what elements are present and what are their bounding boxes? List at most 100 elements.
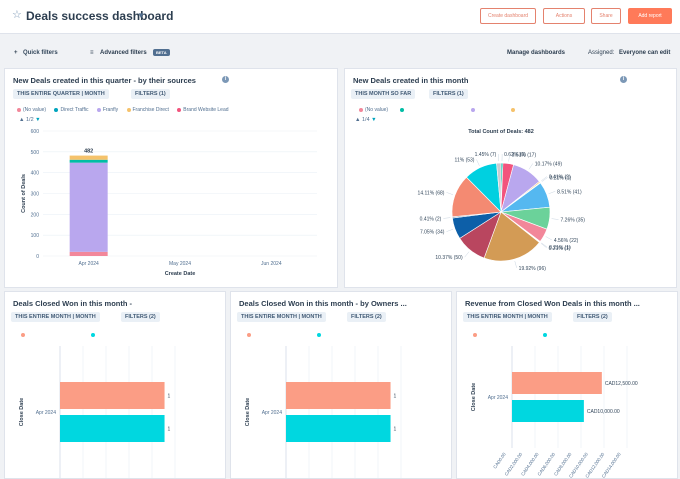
filters-pill[interactable]: FILTERS (2) xyxy=(347,312,386,322)
legend-item: Direct Traffic xyxy=(54,107,88,113)
legend-label: Franchise Direct xyxy=(132,107,169,113)
legend-label: Brand Website Lead xyxy=(183,107,229,113)
pager-down-icon: ▼ xyxy=(371,117,377,123)
pie-leader-line xyxy=(508,154,510,162)
date-range-pill[interactable]: THIS ENTIRE MONTH | MONTH xyxy=(11,312,100,322)
y-tick-label: 400 xyxy=(31,171,40,177)
bar-segment xyxy=(69,155,108,160)
date-range-pill[interactable]: THIS MONTH SO FAR xyxy=(351,89,416,99)
actions-button[interactable]: Actions xyxy=(543,8,585,24)
chevron-down-icon[interactable]: ▼ xyxy=(137,11,145,20)
y-tick-label: Apr 2024 xyxy=(262,410,283,416)
assigned-label: Assigned: xyxy=(588,50,615,56)
bar-value-label: CAD12,500.00 xyxy=(605,381,638,387)
legend-item xyxy=(470,107,477,113)
date-range-pill[interactable]: THIS ENTIRE QUARTER | MONTH xyxy=(13,89,109,99)
pie-chart: Total Count of Deals: 482 0.62% (3)3.53% … xyxy=(418,129,586,272)
legend-item: (No value) xyxy=(359,107,388,113)
legend-pager[interactable]: ▲ 1/2 ▼ xyxy=(19,117,41,123)
report-card-revenue-closed-won: Revenue from Closed Won Deals in this mo… xyxy=(456,291,678,479)
add-report-button[interactable]: Add report xyxy=(628,8,672,24)
filters-pill[interactable]: FILTERS (2) xyxy=(121,312,160,322)
legend-label: (No value) xyxy=(365,107,389,113)
pie-data-label: 0.41% (2) xyxy=(420,216,442,222)
horizontal-bar-chart: Apr 2024 Close Date 1 1 xyxy=(245,333,402,478)
filters-pill[interactable]: FILTERS (1) xyxy=(429,89,468,99)
card-title[interactable]: Deals Closed Won in this month - xyxy=(13,299,133,308)
bar-value-label: 1 xyxy=(168,427,171,433)
y-tick-label: Apr 2024 xyxy=(488,395,509,401)
manage-dashboards-link[interactable]: Manage dashboards xyxy=(507,50,566,56)
quick-filters-link[interactable]: Quick filters xyxy=(23,50,58,56)
legend-item: Franchise Direct xyxy=(126,107,169,113)
top-bar: ☆ Deals success dashboard ▼ Create dashb… xyxy=(0,0,680,34)
filters-pill[interactable]: FILTERS (2) xyxy=(573,312,612,322)
pie-data-label: 7.05% (34) xyxy=(420,230,445,236)
advanced-filters-link[interactable]: Advanced filters xyxy=(100,50,147,56)
legend-item xyxy=(400,107,406,113)
y-tick-label: 300 xyxy=(31,192,40,198)
pie-data-label: 7.26% (35) xyxy=(561,218,586,224)
bar-segment xyxy=(69,159,108,163)
favorite-star-icon[interactable]: ☆ xyxy=(12,9,22,21)
dashboard-title[interactable]: Deals success dashboard xyxy=(26,9,174,23)
pager-up-icon: ▲ xyxy=(355,117,361,123)
pie-data-label: 0.21% (1) xyxy=(549,246,571,252)
bar-value-label: CAD10,000.00 xyxy=(587,409,620,415)
legend-item: (No value) xyxy=(17,107,46,113)
card-title[interactable]: New Deals created in this quarter - by t… xyxy=(13,76,196,85)
pie-data-label: 0.21% (1) xyxy=(550,175,572,181)
date-range-pill[interactable]: THIS ENTIRE MONTH | MONTH xyxy=(237,312,326,322)
pie-slice xyxy=(483,211,540,262)
pie-slice xyxy=(496,162,502,213)
pager-up-icon: ▲ xyxy=(19,117,25,123)
advanced-filters-icon[interactable]: ≡ xyxy=(90,50,94,56)
pie-leader-line xyxy=(540,243,547,248)
legend-pager[interactable]: ▲ 1/4 ▼ xyxy=(355,117,377,123)
card-title[interactable]: New Deals created in this month xyxy=(353,76,469,85)
legend-label: Direct Traffic xyxy=(60,107,89,113)
card-title[interactable]: Revenue from Closed Won Deals in this mo… xyxy=(465,299,640,308)
pie-leader-line xyxy=(541,242,548,248)
stacked-bar-chart: 0 100 200 300 400 500 600 Apr 2024 482 May 2024 Ju… xyxy=(21,129,317,277)
info-icon[interactable]: i xyxy=(222,76,229,83)
legend-swatch xyxy=(473,333,477,337)
create-dashboard-button[interactable]: Create dashboard xyxy=(480,8,536,24)
pie-leader-line xyxy=(464,251,470,258)
filters-pill[interactable]: FILTERS (1) xyxy=(131,89,170,99)
info-icon[interactable]: i xyxy=(620,76,627,83)
card-title[interactable]: Deals Closed Won in this month - by Owne… xyxy=(239,299,407,308)
pie-data-label: 0.62% (3) xyxy=(504,152,526,158)
pie-title: Total Count of Deals: 482 xyxy=(468,129,534,135)
date-range-pill[interactable]: THIS ENTIRE MONTH | MONTH xyxy=(463,312,552,322)
pie-leader-line xyxy=(545,236,552,241)
pie-data-label: 14.11% (68) xyxy=(418,190,445,196)
pie-leader-line xyxy=(443,217,451,219)
pie-data-label: 19.92% (96) xyxy=(519,266,547,272)
report-card-closed-won: Deals Closed Won in this month - THIS EN… xyxy=(4,291,226,479)
bar xyxy=(60,415,165,442)
legend-item: Franfly xyxy=(96,107,118,113)
bar xyxy=(512,372,602,394)
bar-value-label: 1 xyxy=(394,394,397,400)
pie-data-label: 8.51% (41) xyxy=(557,189,582,195)
bar-value-label: 1 xyxy=(168,394,171,400)
pie-data-label: 4.56% (22) xyxy=(554,238,579,244)
y-tick-label: 500 xyxy=(31,150,40,156)
pie-leader-line xyxy=(476,159,480,166)
pie-data-label: 3.53% (17) xyxy=(512,153,537,159)
legend-item xyxy=(511,107,517,113)
quick-filters-icon[interactable]: + xyxy=(14,50,18,56)
pie-data-label: 1.45% (7) xyxy=(475,152,497,158)
filter-bar: + Quick filters ≡ Advanced filters BETA … xyxy=(0,44,680,64)
pie-leader-line xyxy=(541,177,548,182)
horizontal-bar-chart: Apr 2024 Close Date CAD12,500.00 CAD10,000.… xyxy=(471,333,638,478)
y-tick-label: 200 xyxy=(31,212,40,218)
pie-data-label: 10.37% (50) xyxy=(435,255,463,261)
assigned-value-link[interactable]: Everyone can edit xyxy=(619,50,671,56)
share-button[interactable]: Share xyxy=(591,8,621,24)
y-axis-label: Close Date xyxy=(471,383,477,411)
pie-leader-line xyxy=(551,218,559,220)
bar xyxy=(286,415,391,442)
y-tick-label: Apr 2024 xyxy=(36,410,57,416)
